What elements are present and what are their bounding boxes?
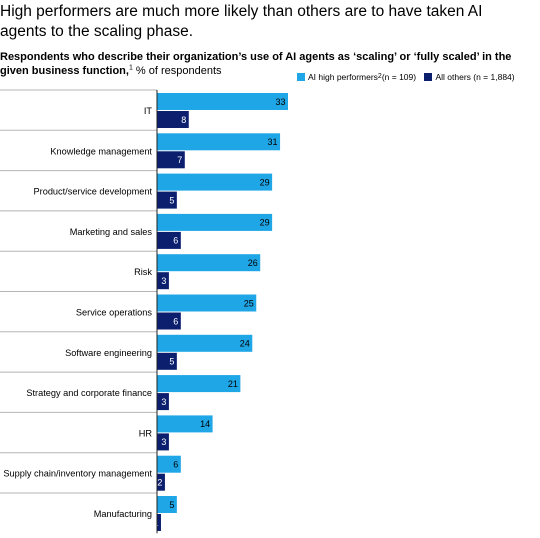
data-label-all-others-supply-chain-inventory-management: 2 bbox=[157, 478, 162, 488]
legend-label-all-others: All others (n = 1,884) bbox=[435, 72, 515, 82]
legend-swatch-all-others bbox=[424, 73, 433, 81]
data-label-high-performers-product-service-development: 29 bbox=[260, 177, 270, 187]
bar-high-performers-marketing-and-sales bbox=[157, 213, 273, 231]
data-label-high-performers-risk: 26 bbox=[248, 258, 258, 268]
data-label-all-others-strategy-and-corporate-finance: 3 bbox=[161, 397, 166, 407]
bar-all-others-service-operations bbox=[157, 312, 181, 330]
data-label-all-others-software-engineering: 5 bbox=[169, 357, 174, 367]
data-label-high-performers-supply-chain-inventory-management: 6 bbox=[173, 460, 178, 470]
legend-label-high-performers: AI high performers bbox=[308, 72, 378, 82]
bar-all-others-software-engineering bbox=[157, 352, 177, 370]
bar-high-performers-manufacturing bbox=[157, 496, 177, 513]
data-label-all-others-it: 8 bbox=[181, 115, 186, 125]
data-label-all-others-manufacturing: 1 bbox=[153, 518, 158, 528]
category-label-marketing-and-sales: Marketing and sales bbox=[70, 227, 153, 237]
subtitle-footnote: 1 bbox=[128, 64, 133, 72]
category-label-product-service-development: Product/service development bbox=[34, 187, 153, 197]
category-label-risk: Risk bbox=[134, 267, 152, 277]
legend-suffix-high-performers: (n = 109) bbox=[381, 72, 417, 82]
bar-high-performers-software-engineering bbox=[157, 334, 253, 352]
data-label-high-performers-service-operations: 25 bbox=[244, 298, 254, 308]
bar-high-performers-supply-chain-inventory-management bbox=[157, 455, 181, 473]
data-label-high-performers-knowledge-management: 31 bbox=[268, 137, 278, 147]
data-label-high-performers-strategy-and-corporate-finance: 21 bbox=[228, 379, 238, 389]
data-label-high-performers-manufacturing: 5 bbox=[169, 500, 174, 510]
category-label-supply-chain-inventory-management: Supply chain/inventory management bbox=[3, 469, 152, 479]
category-label-software-engineering: Software engineering bbox=[65, 348, 152, 358]
category-label-strategy-and-corporate-finance: Strategy and corporate finance bbox=[26, 388, 152, 398]
category-label-hr: HR bbox=[139, 428, 153, 438]
data-label-all-others-service-operations: 6 bbox=[173, 316, 178, 326]
bar-all-others-marketing-and-sales bbox=[157, 231, 181, 249]
chart-title: High performers are much more likely tha… bbox=[0, 3, 483, 40]
bar-all-others-hr bbox=[157, 433, 169, 451]
data-label-all-others-hr: 3 bbox=[161, 437, 166, 447]
data-label-high-performers-marketing-and-sales: 29 bbox=[260, 218, 270, 228]
bar-high-performers-it bbox=[157, 93, 289, 110]
legend: AI high performers 2 (n = 109) All others… bbox=[297, 72, 521, 83]
data-label-all-others-risk: 3 bbox=[161, 276, 166, 286]
bar-high-performers-hr bbox=[157, 415, 213, 433]
bar-high-performers-service-operations bbox=[157, 294, 257, 312]
bar-all-others-knowledge-management bbox=[157, 151, 185, 169]
data-label-all-others-knowledge-management: 7 bbox=[177, 155, 182, 165]
data-label-high-performers-it: 33 bbox=[275, 97, 285, 107]
legend-swatch-high-performers bbox=[297, 73, 305, 81]
category-label-it: IT bbox=[144, 106, 153, 116]
bar-all-others-it bbox=[157, 111, 189, 128]
category-label-manufacturing: Manufacturing bbox=[94, 509, 152, 519]
bar-all-others-strategy-and-corporate-finance bbox=[157, 393, 169, 411]
legend-item-high-performers: AI high performers 2 (n = 109) bbox=[297, 72, 416, 82]
chart-subtitle: Respondents who describe their organizat… bbox=[0, 50, 530, 78]
subtitle-unit: % of respondents bbox=[132, 65, 222, 77]
bar-all-others-supply-chain-inventory-management bbox=[157, 473, 165, 491]
bar-all-others-product-service-development bbox=[157, 191, 177, 209]
bar-high-performers-knowledge-management bbox=[157, 133, 281, 151]
bar-high-performers-product-service-development bbox=[157, 173, 273, 191]
data-label-all-others-product-service-development: 5 bbox=[169, 195, 174, 205]
bar-all-others-manufacturing bbox=[157, 514, 161, 531]
bar-all-others-risk bbox=[157, 272, 169, 290]
data-label-all-others-marketing-and-sales: 6 bbox=[173, 236, 178, 246]
category-label-service-operations: Service operations bbox=[76, 308, 152, 318]
data-label-high-performers-hr: 14 bbox=[200, 419, 210, 429]
subtitle-bold: Respondents who describe their organizat… bbox=[0, 51, 512, 77]
bar-high-performers-risk bbox=[157, 254, 261, 272]
data-label-high-performers-software-engineering: 24 bbox=[240, 339, 250, 349]
legend-item-all-others: All others (n = 1,884) bbox=[424, 72, 515, 82]
category-label-knowledge-management: Knowledge management bbox=[50, 146, 152, 156]
bar-high-performers-strategy-and-corporate-finance bbox=[157, 375, 241, 393]
